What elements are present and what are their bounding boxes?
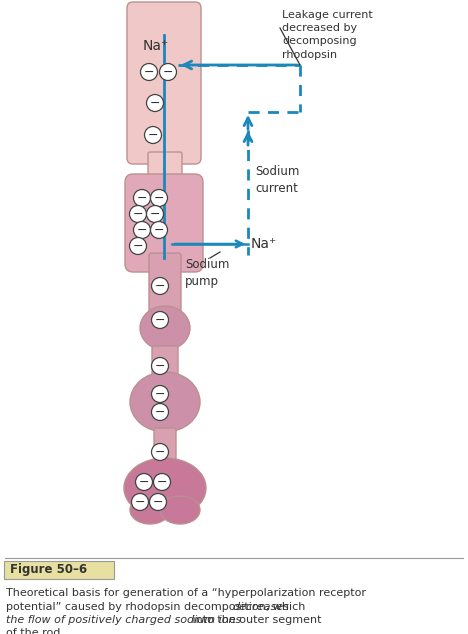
Text: decreases: decreases [232,602,289,612]
Text: Na⁺: Na⁺ [143,39,169,53]
FancyBboxPatch shape [154,428,176,468]
Circle shape [140,63,158,81]
Circle shape [149,493,167,510]
Circle shape [160,63,176,81]
Ellipse shape [130,372,200,432]
Circle shape [130,238,146,254]
Circle shape [152,311,168,328]
Text: the flow of positively charged sodium ions: the flow of positively charged sodium io… [6,615,241,625]
Ellipse shape [140,306,190,350]
Circle shape [154,474,170,491]
Ellipse shape [160,496,200,524]
Circle shape [152,403,168,420]
Circle shape [151,190,168,207]
Circle shape [146,94,163,112]
Ellipse shape [130,496,170,524]
Text: −: − [135,496,145,509]
FancyBboxPatch shape [127,2,201,164]
Circle shape [152,278,168,295]
FancyBboxPatch shape [4,561,114,579]
Circle shape [132,493,148,510]
Text: Sodium
pump: Sodium pump [185,258,229,288]
Circle shape [130,205,146,223]
Text: −: − [150,208,160,221]
Text: −: − [155,406,165,419]
Text: −: − [133,208,143,221]
Text: −: − [155,446,165,459]
Text: Leakage current
decreased by
decomposing
rhodopsin: Leakage current decreased by decomposing… [282,10,373,60]
Circle shape [151,221,168,238]
FancyBboxPatch shape [149,253,181,317]
Circle shape [136,474,153,491]
Text: −: − [144,66,154,79]
Circle shape [133,190,151,207]
Text: −: − [157,476,167,489]
Text: Sodium
current: Sodium current [255,165,300,195]
Text: −: − [153,496,163,509]
Text: Figure 50–6: Figure 50–6 [10,564,87,576]
Ellipse shape [124,458,206,518]
Text: −: − [154,224,164,237]
Circle shape [146,205,163,223]
Text: −: − [154,192,164,205]
Circle shape [145,127,161,143]
Text: Na⁺: Na⁺ [251,237,277,251]
Text: −: − [133,240,143,253]
Text: −: − [155,314,165,327]
Text: −: − [155,388,165,401]
Text: Theoretical basis for generation of a “hyperpolarization receptor: Theoretical basis for generation of a “h… [6,588,366,598]
Text: −: − [155,280,165,293]
FancyBboxPatch shape [152,346,178,388]
Text: −: − [150,97,160,110]
Text: of the rod.: of the rod. [6,628,64,634]
FancyBboxPatch shape [148,152,182,186]
Text: −: − [137,192,147,205]
Text: potential” caused by rhodopsin decomposition, which: potential” caused by rhodopsin decomposi… [6,602,309,612]
Text: into the outer segment: into the outer segment [189,615,321,625]
Text: −: − [163,66,173,79]
Circle shape [152,385,168,403]
Text: −: − [139,476,149,489]
Circle shape [152,358,168,375]
Circle shape [152,444,168,460]
Text: −: − [148,129,158,142]
Text: −: − [137,224,147,237]
Circle shape [133,221,151,238]
FancyBboxPatch shape [125,174,203,272]
Text: −: − [155,360,165,373]
